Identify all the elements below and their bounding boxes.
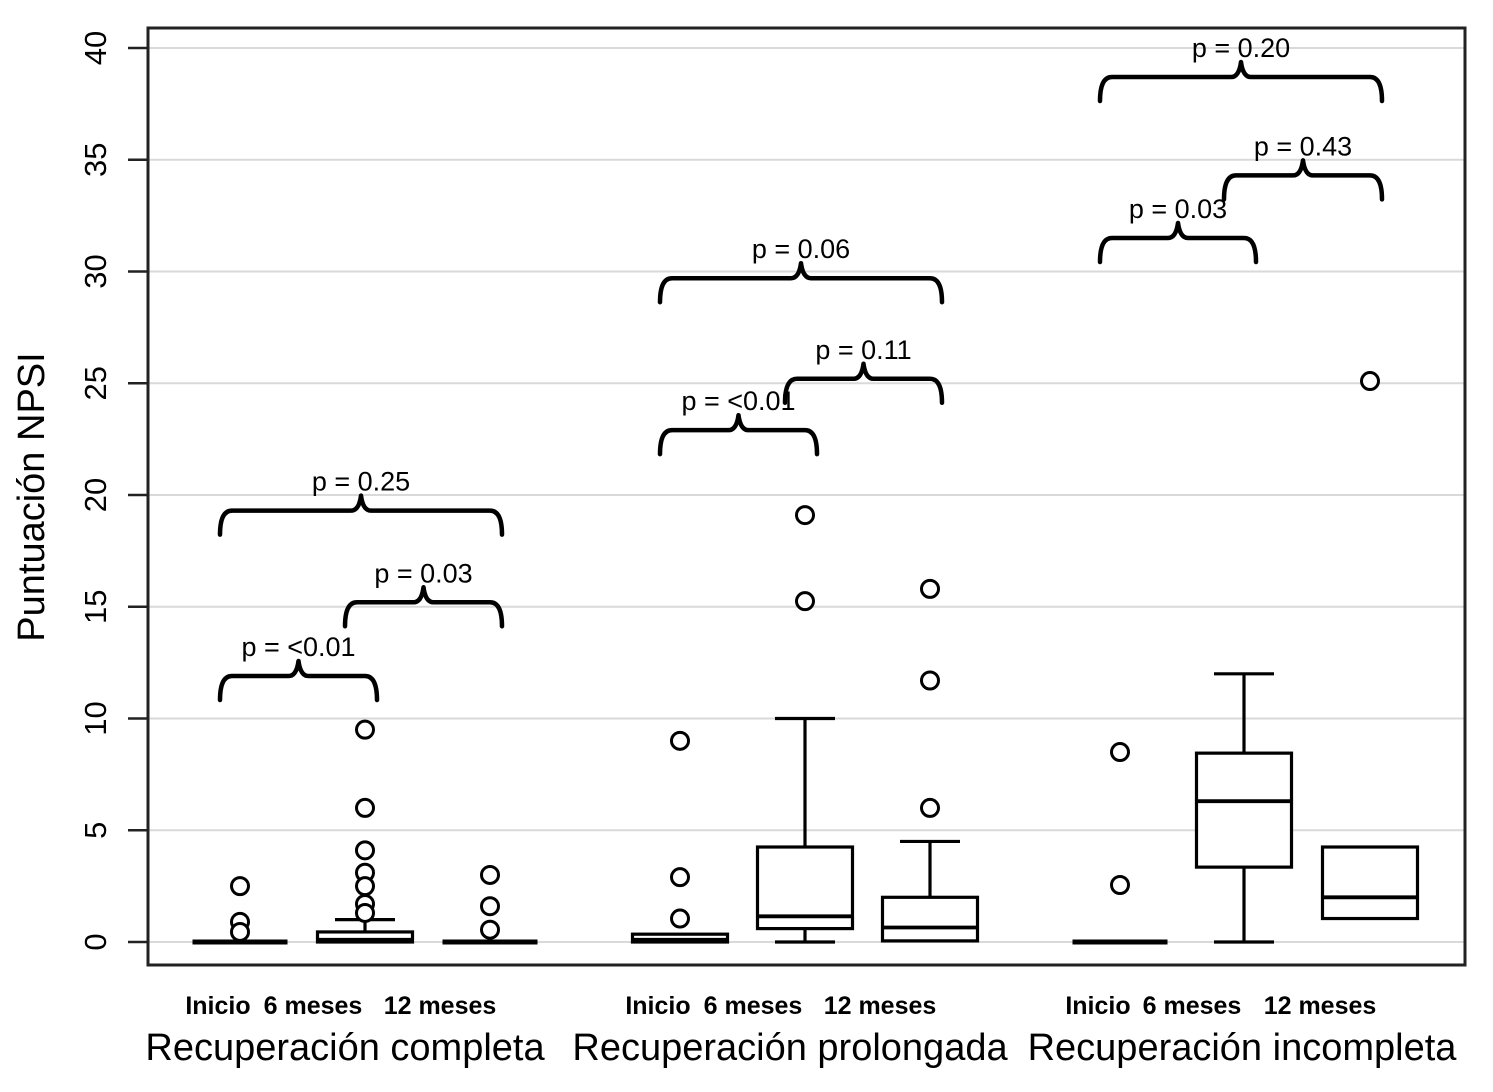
pvalue-label: p = <0.01: [241, 632, 355, 662]
pvalue-bracket: [782, 361, 945, 406]
pvalue-bracket: [1097, 220, 1259, 265]
time-label: 6 meses: [704, 992, 803, 1020]
outlier-point: [480, 864, 500, 885]
outlier-point: [1360, 371, 1380, 392]
pvalue-bracket: [217, 658, 380, 703]
pvalue-label: p = <0.01: [681, 386, 795, 416]
time-label: Inicio: [1065, 992, 1130, 1020]
iqr-box: [1320, 845, 1420, 921]
outlier-point: [355, 876, 375, 897]
time-label: 12 meses: [384, 992, 497, 1020]
outlier-point: [795, 591, 815, 612]
y-tick-label: 25: [78, 366, 113, 400]
y-tick-label: 15: [78, 590, 113, 624]
y-tick-label: 5: [78, 822, 113, 839]
pvalue-bracket: [1097, 59, 1385, 104]
outlier-point: [355, 797, 375, 818]
outlier-point: [920, 578, 940, 599]
iqr-box: [880, 895, 980, 943]
pvalue-label: p = 0.11: [815, 335, 911, 365]
time-label: Inicio: [625, 992, 690, 1020]
y-tick-label: 35: [78, 143, 113, 177]
time-label: 12 meses: [1264, 992, 1377, 1020]
outlier-point: [1110, 742, 1130, 763]
time-label: 12 meses: [824, 992, 937, 1020]
pvalue-bracket: [657, 260, 945, 305]
group-title: Recuperación incompleta: [1028, 1027, 1458, 1069]
y-tick-label: 30: [78, 254, 113, 288]
pvalue-bracket: [342, 585, 505, 629]
y-axis-title: Puntuación NPSI: [11, 352, 53, 641]
group-title: Recuperación completa: [145, 1027, 545, 1069]
y-tick-label: 10: [78, 701, 113, 735]
outlier-point: [355, 902, 375, 923]
outlier-point: [795, 505, 815, 526]
pvalue-label: p = 0.06: [752, 234, 850, 264]
pvalue-label: p = 0.20: [1192, 33, 1290, 63]
y-tick-label: 0: [78, 933, 113, 950]
outlier-point: [670, 867, 690, 888]
plot-panel-border: [146, 26, 1467, 967]
iqr-box: [1194, 751, 1294, 869]
y-tick-label: 20: [78, 478, 113, 512]
group-title: Recuperación prolongada: [572, 1027, 1008, 1069]
outlier-point: [670, 908, 690, 929]
time-label: 6 meses: [1143, 992, 1242, 1020]
pvalue-label: p = 0.25: [312, 467, 410, 497]
pvalue-label: p = 0.43: [1254, 131, 1352, 161]
outlier-point: [920, 797, 940, 818]
outlier-point: [355, 840, 375, 861]
pvalue-bracket: [1221, 158, 1385, 202]
outlier-point: [670, 730, 690, 751]
pvalue-bracket: [217, 493, 505, 537]
pvalue-bracket: [657, 412, 820, 457]
outlier-point: [355, 719, 375, 740]
time-label: Inicio: [185, 992, 250, 1020]
outlier-point: [920, 670, 940, 691]
iqr-box: [315, 930, 415, 944]
outlier-point: [1110, 875, 1130, 896]
pvalue-label: p = 0.03: [374, 558, 472, 588]
outlier-point: [230, 876, 250, 897]
outlier-point: [480, 919, 500, 940]
outlier-point: [230, 921, 250, 942]
y-tick-label: 40: [78, 31, 113, 65]
pvalue-label: p = 0.03: [1129, 194, 1227, 224]
outlier-point: [480, 896, 500, 917]
time-label: 6 meses: [264, 992, 363, 1020]
